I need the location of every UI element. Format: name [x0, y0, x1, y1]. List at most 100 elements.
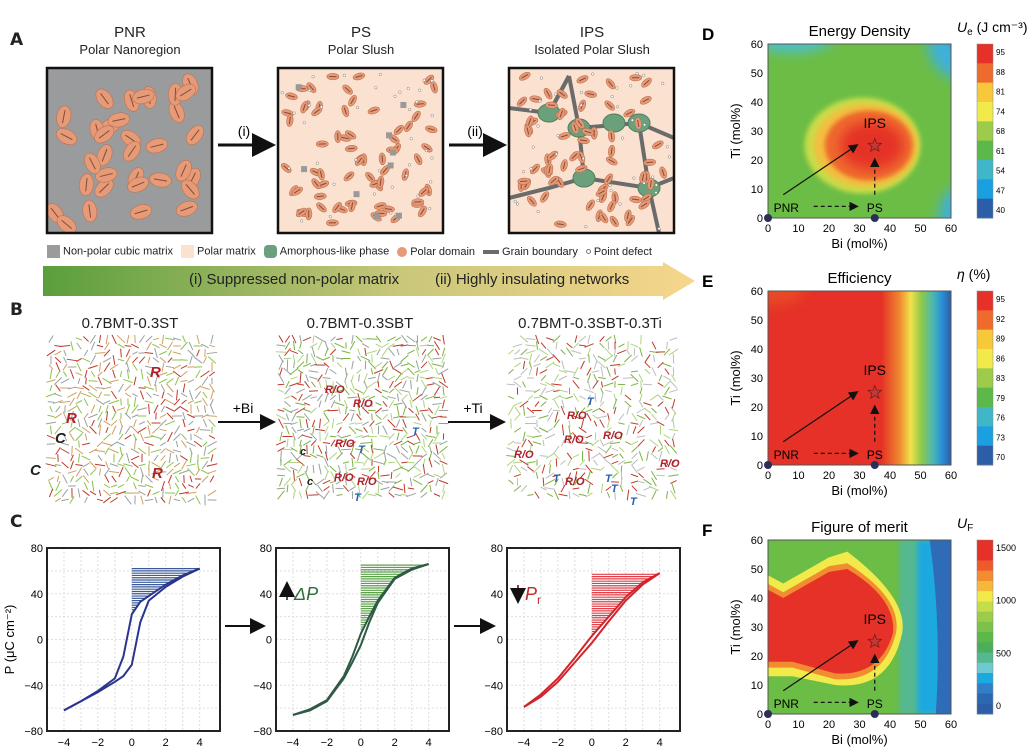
polarization-vector	[630, 480, 639, 484]
polarization-vector	[180, 365, 188, 369]
x-tick-label: 50	[914, 223, 926, 235]
polarization-vector	[375, 343, 382, 348]
polarization-vector	[303, 408, 311, 413]
polarization-vector	[283, 367, 292, 376]
polarization-vector	[519, 400, 529, 408]
polarization-vector	[630, 373, 639, 383]
polarization-vector	[180, 370, 188, 378]
polarization-vector	[407, 367, 415, 376]
polarization-vector	[510, 418, 512, 429]
point-defect	[538, 99, 542, 103]
polarization-vector	[126, 361, 130, 373]
point-defect	[610, 95, 614, 99]
polarization-vector	[426, 344, 435, 347]
polarization-vector	[62, 411, 68, 421]
panel-label: F	[702, 521, 712, 540]
point-defect	[429, 180, 433, 184]
polarization-vector	[179, 405, 189, 413]
polarization-vector	[535, 367, 539, 376]
polarization-vector	[572, 487, 580, 490]
polarization-vector	[427, 414, 434, 420]
polarization-vector	[605, 389, 612, 393]
polarization-vector	[130, 455, 140, 461]
point-defect	[596, 199, 600, 203]
polarization-vector	[110, 491, 118, 495]
polarization-vector	[310, 440, 317, 446]
polarization-vector	[519, 356, 529, 361]
polarization-vector	[525, 337, 536, 341]
polarization-vector	[146, 341, 152, 351]
polarization-vector	[277, 490, 285, 500]
schematic-panel-a: (i) (ii)	[45, 66, 676, 235]
polarization-vector	[160, 448, 166, 454]
polarization-vector	[657, 361, 664, 369]
polarization-vector	[657, 401, 664, 407]
polarization-vector	[558, 375, 568, 381]
polarization-vector	[367, 381, 377, 388]
polarization-vector	[299, 335, 302, 343]
colorbar-segment	[977, 121, 993, 142]
polarization-vector	[167, 392, 173, 398]
polarization-vector	[351, 335, 354, 344]
polarization-vector	[658, 439, 663, 447]
polarization-vector	[388, 492, 395, 498]
polarization-vector	[292, 432, 296, 441]
polarization-vector	[357, 483, 361, 494]
star-icon	[867, 137, 883, 153]
polarization-vector	[174, 489, 180, 497]
polar-domain	[185, 125, 204, 146]
phase-annotation: R/O	[565, 476, 585, 488]
polarization-vector	[173, 433, 181, 441]
polarization-vector	[644, 361, 651, 369]
x-tick-label: 10	[792, 719, 804, 731]
polarization-vector	[362, 386, 369, 396]
point-label-ps: PS	[867, 201, 883, 215]
point-defect	[430, 156, 434, 160]
polarization-vector	[187, 349, 195, 357]
colorbar-frame	[976, 43, 994, 219]
x-tick-label: 0	[589, 737, 595, 748]
polarization-vector	[387, 375, 396, 381]
polarization-vector	[626, 489, 630, 501]
polarization-arrow-icon	[611, 218, 617, 225]
polarization-vector	[356, 413, 362, 421]
polarization-vector	[620, 477, 623, 487]
polarization-vector	[201, 343, 209, 349]
y-tick-label: 0	[757, 460, 763, 472]
polarization-vector	[624, 394, 632, 401]
polarization-vector	[324, 392, 329, 403]
polarization-vector	[542, 477, 545, 487]
polarization-vector	[291, 412, 297, 422]
polarization-vector	[507, 405, 515, 416]
phase-annotation: R/O	[334, 472, 354, 484]
point-defect	[355, 106, 360, 110]
polarization-vector	[342, 461, 350, 464]
polarization-vector	[82, 474, 90, 484]
polar-domain	[624, 209, 632, 222]
polar-domain	[576, 75, 589, 84]
polarization-vector	[513, 427, 522, 433]
polarization-vector	[539, 369, 548, 374]
polarization-arrow-icon	[313, 108, 321, 115]
colorbar-tick-label: 88	[996, 68, 1005, 77]
polarization-vector	[387, 336, 396, 342]
polarization-vector	[152, 343, 160, 349]
polarization-vector	[83, 468, 89, 476]
polarization-vector	[508, 479, 514, 485]
colorbar-unit: (J cm⁻³)	[973, 19, 1028, 35]
y-tick-label: 40	[31, 589, 43, 601]
colorbar-segment	[977, 426, 993, 447]
polarization-vector	[603, 354, 614, 363]
polarization-vector	[312, 464, 315, 474]
polarization-vector	[131, 461, 139, 469]
phase-annotation: T	[605, 473, 613, 485]
colorbar-tick-label: 61	[996, 147, 1005, 156]
polarization-vector	[138, 356, 146, 364]
polarization-vector	[152, 337, 160, 341]
loop-annotation: Pr	[525, 584, 541, 607]
polarization-vector	[81, 426, 91, 434]
polarization-vector	[109, 379, 119, 383]
loop-annotation: ΔP	[293, 584, 318, 604]
